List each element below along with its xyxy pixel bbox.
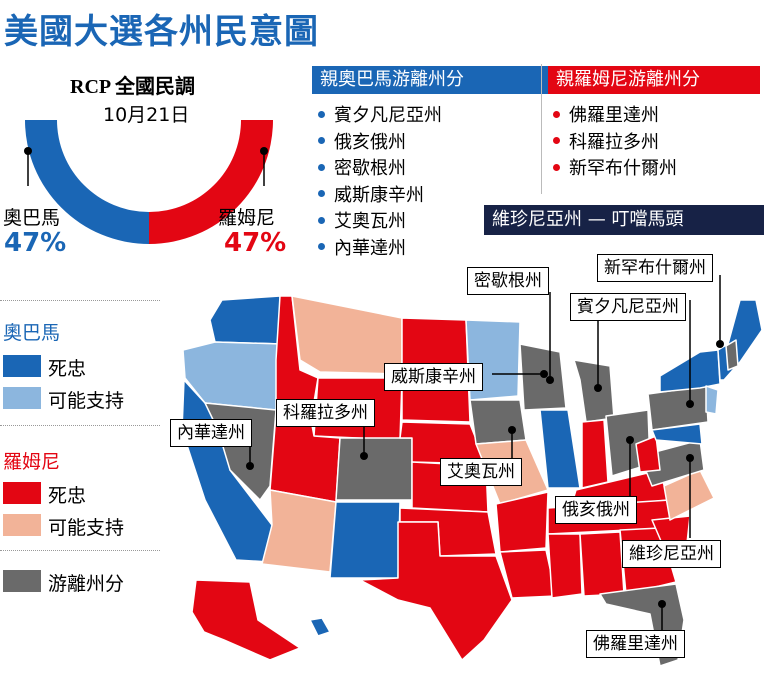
bullet-icon [553,163,560,171]
callout-wisconsin: 威斯康辛州 [384,363,483,391]
list-item: 俄亥俄州 [318,130,442,157]
lean-obama-list: 賓夕凡尼亞州 俄亥俄州 密歇根州 威斯康辛州 艾奧瓦州 內華達州 [318,103,442,262]
bullet-icon [318,110,325,118]
legend-romney-lean: 可能支持 [48,517,125,539]
legend-obama-lean: 可能支持 [48,390,125,412]
list-item: 賓夕凡尼亞州 [318,103,442,130]
obama-percent: 47% [4,228,67,258]
callout-new-hampshire: 新罕布什爾州 [597,254,713,282]
hawaii-state [309,617,331,637]
divider [541,64,542,194]
callout-colorado: 科羅拉多州 [276,399,375,427]
west-virginia-state [635,435,661,473]
poll-source: RCP 全國民調 [70,76,195,98]
list-item: 新罕布什爾州 [553,156,677,183]
iowa-state [469,399,527,445]
washington-state [209,295,283,345]
indiana-state [581,419,609,489]
legend-romney-solid: 死忠 [48,485,87,507]
legend-romney-heading: 羅姆尼 [3,451,61,473]
lean-romney-header: 親羅姆尼游離州分 [548,66,760,94]
lean-obama-header: 親奧巴馬游離州分 [312,66,548,94]
callout-pennsylvania: 賓夕凡尼亞州 [570,293,686,321]
bullet-icon [318,216,325,224]
legend-swatch-swing [3,570,41,592]
legend-obama-heading: 奧巴馬 [3,322,61,344]
bullet-icon [318,243,325,250]
list-item: 密歇根州 [318,156,442,183]
national-poll-gauge [24,120,273,244]
romney-name: 羅姆尼 [218,207,276,229]
tossup-header: 維珍尼亞州 — 叮噹馬頭 [484,205,764,235]
virginia-state [639,439,705,487]
new-england-states [717,299,763,381]
romney-gauge-arc [149,120,273,244]
callout-virginia: 維珍尼亞州 [622,540,721,568]
list-item: 佛羅里達州 [553,103,677,130]
page-title: 美國大選各州民意圖 [4,12,319,52]
bullet-icon [553,110,560,118]
obama-gauge-arc [25,120,149,244]
legend-swing: 游離州分 [48,573,125,595]
legend-swatch-obama-solid [3,355,41,377]
legend-swatch-romney-solid [3,482,41,504]
illinois-state [539,409,581,489]
romney-percent: 47% [224,228,287,258]
bullet-icon [318,137,325,144]
bullet-icon [318,190,325,197]
alabama-state [579,531,625,597]
montana-state [291,295,403,375]
list-item: 內華達州 [318,236,442,263]
new-mexico-state [329,501,401,579]
mississippi-state [547,533,583,599]
callout-florida: 佛羅里達州 [586,630,685,658]
new-jersey-state [705,385,719,415]
callout-ohio: 俄亥俄州 [555,496,637,524]
list-item: 威斯康辛州 [318,183,442,210]
legend-swatch-romney-lean [3,514,41,536]
list-item: 科羅拉多州 [553,130,677,157]
texas-state [359,521,513,661]
maryland-state [651,423,703,445]
poll-date: 10月21日 [103,104,190,126]
bullet-icon [553,137,560,144]
alaska-state [191,579,301,661]
callout-nevada: 內華達州 [170,419,252,447]
colorado-state [335,437,413,501]
legend-divider [0,550,160,551]
lean-romney-list: 佛羅里達州 科羅拉多州 新罕布什爾州 [553,103,677,183]
legend-obama-solid: 死忠 [48,358,87,380]
legend-divider [0,300,160,301]
legend-swatch-obama-lean [3,387,41,409]
obama-name: 奧巴馬 [3,207,61,229]
list-item: 艾奧瓦州 [318,209,442,236]
arkansas-state [495,491,549,553]
bullet-icon [318,163,325,171]
callout-iowa: 艾奧瓦州 [440,458,522,486]
arizona-state [261,489,337,573]
michigan-state [573,359,615,423]
legend-divider [0,425,160,426]
callout-michigan: 密歇根州 [467,267,549,295]
new-hampshire-state [725,339,739,371]
